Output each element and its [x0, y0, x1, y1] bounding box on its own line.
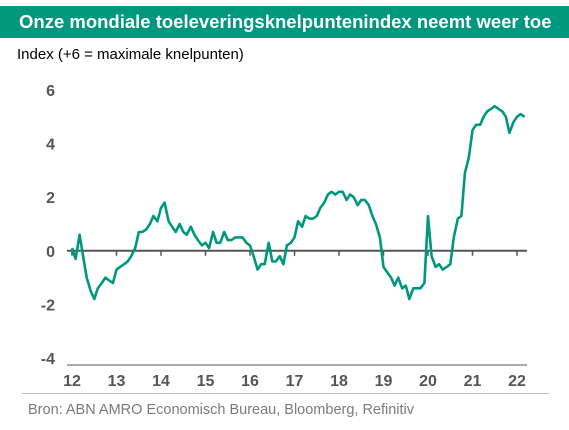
x-tick-label: 20	[419, 373, 437, 390]
x-tick-label: 18	[330, 373, 348, 390]
x-tick-label: 14	[152, 373, 170, 390]
x-tick-label: 15	[197, 373, 215, 390]
x-tick-label: 12	[63, 373, 81, 390]
series-line	[70, 104, 526, 301]
x-tick-label: 19	[375, 373, 393, 390]
footer-divider	[22, 393, 549, 394]
y-tick-labels: 6 4 2 0 -2 -4	[41, 83, 55, 368]
x-tick-label: 22	[508, 373, 526, 390]
source-note: Bron: ABN AMRO Economisch Bureau, Bloomb…	[28, 402, 415, 418]
x-tick-label: 21	[464, 373, 482, 390]
x-tick-label: 13	[108, 373, 126, 390]
series-layer	[70, 104, 526, 301]
x-axis: 12 13 14 15 16 17 18 19 20 21 22	[63, 249, 527, 390]
y-tick-label: 2	[46, 190, 55, 207]
chart-title: Onze mondiale toeleveringsknelpunteninde…	[19, 11, 552, 32]
y-tick-label: -4	[41, 351, 55, 368]
y-tick-label: 6	[46, 83, 55, 100]
x-tick-label: 16	[241, 373, 259, 390]
title-bar: Onze mondiale toeleveringsknelpunteninde…	[0, 6, 569, 38]
y-tick-label: -2	[41, 297, 55, 314]
y-tick-label: 0	[46, 244, 55, 261]
y-axis-label: Index (+6 = maximale knelpunten)	[17, 46, 244, 63]
x-tick-label: 17	[286, 373, 304, 390]
y-tick-label: 4	[46, 137, 55, 154]
